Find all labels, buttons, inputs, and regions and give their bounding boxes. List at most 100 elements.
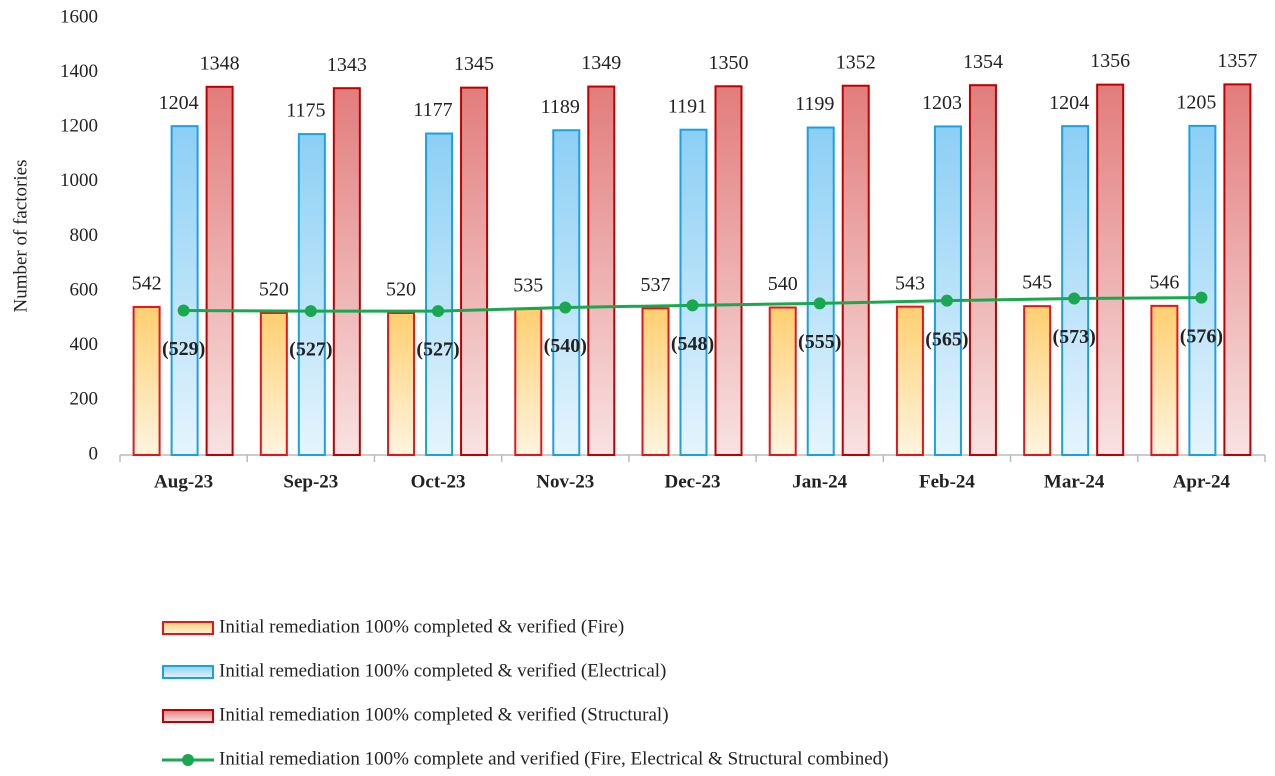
bar-value-label: 542: [132, 273, 162, 295]
x-tick-label: Jan-24: [792, 471, 847, 492]
line-value-label: (527): [289, 339, 332, 361]
legend-swatch: [182, 754, 194, 766]
bar-value-label: 535: [513, 274, 543, 296]
x-tick-label: Aug-23: [154, 471, 213, 492]
y-tick-label: 800: [70, 225, 99, 246]
line-marker: [686, 299, 699, 312]
legend-label: Initial remediation 100% complete and ve…: [219, 748, 889, 769]
bar: [768, 306, 797, 457]
bar-value-label: 1191: [668, 95, 707, 117]
bar-value-label: 520: [386, 279, 416, 301]
bar: [933, 125, 962, 456]
bar: [895, 305, 924, 456]
bar: [641, 307, 670, 456]
bar: [170, 125, 199, 456]
bar-value-label: 1203: [922, 92, 962, 114]
bar: [679, 128, 708, 456]
bar: [714, 85, 743, 456]
y-tick-label: 1000: [60, 170, 98, 191]
bar: [806, 126, 835, 456]
bar-value-label: 1352: [836, 51, 876, 73]
bar-value-label: 1177: [413, 99, 452, 121]
bar-value-label: 1354: [963, 51, 1003, 73]
legend-swatch: [162, 621, 214, 635]
bar-value-label: 1350: [709, 52, 749, 74]
line-marker: [304, 305, 317, 318]
line-value-label: (527): [416, 339, 459, 361]
bar-value-label: 1348: [200, 52, 240, 74]
line-marker: [940, 294, 953, 307]
bar: [1223, 83, 1252, 456]
y-tick-label: 600: [70, 279, 99, 300]
bar: [132, 305, 161, 456]
bar-value-label: 1343: [327, 54, 367, 76]
x-tick-label: Sep-23: [283, 471, 338, 492]
bar: [259, 311, 288, 456]
x-tick-label: Nov-23: [536, 471, 594, 492]
y-tick-label: 400: [70, 334, 99, 355]
bar-value-label: 1189: [541, 96, 580, 118]
line-value-label: (576): [1180, 325, 1223, 347]
bar-value-label: 1357: [1217, 50, 1257, 72]
bar: [1096, 83, 1125, 457]
bar-value-label: 546: [1149, 271, 1179, 293]
bar: [332, 87, 361, 457]
legend-label: Initial remediation 100% completed & ver…: [219, 660, 666, 681]
x-tick-label: Feb-24: [919, 471, 975, 492]
bar: [1150, 304, 1179, 456]
legend-label: Initial remediation 100% completed & ver…: [219, 704, 669, 725]
line-marker: [177, 304, 190, 317]
bar: [841, 84, 870, 457]
y-tick-label: 1200: [60, 116, 98, 137]
bar-value-label: 1175: [286, 100, 325, 122]
bar-value-label: 1199: [795, 93, 834, 115]
bar-value-label: 545: [1022, 272, 1052, 294]
bar-value-label: 1205: [1176, 91, 1216, 113]
legend-swatch: [162, 665, 214, 679]
line-value-label: (565): [925, 328, 968, 350]
bar-value-label: 1349: [581, 52, 621, 74]
y-tick-label: 1400: [60, 61, 98, 82]
bar: [1023, 305, 1052, 456]
bar: [1188, 124, 1217, 457]
y-axis-title: Number of factories: [10, 160, 31, 313]
bar-value-label: 540: [768, 273, 798, 295]
x-tick-label: Oct-23: [411, 471, 466, 492]
bar-value-label: 1204: [159, 92, 199, 114]
bar: [968, 84, 997, 456]
bar-value-label: 543: [895, 272, 925, 294]
line-value-label: (548): [671, 333, 714, 355]
bar: [297, 133, 326, 456]
y-tick-label: 200: [70, 389, 99, 410]
line-value-label: (573): [1053, 326, 1096, 348]
legend-swatch: [162, 709, 214, 723]
line-value-label: (540): [544, 335, 587, 357]
x-tick-label: Dec-23: [665, 471, 721, 492]
x-tick-label: Apr-24: [1173, 471, 1231, 492]
bar-value-label: 520: [259, 279, 289, 301]
bar-value-label: 1345: [454, 53, 494, 75]
bar: [514, 307, 543, 456]
bar: [205, 85, 234, 456]
bar: [387, 311, 416, 456]
bar: [460, 86, 489, 456]
x-tick-label: Mar-24: [1044, 471, 1105, 492]
bar: [552, 129, 581, 457]
bar: [587, 85, 616, 456]
line-marker: [1068, 292, 1081, 305]
line-value-label: (529): [162, 338, 205, 360]
bar-value-label: 1356: [1090, 50, 1130, 72]
bar-value-label: 1204: [1049, 92, 1089, 114]
legend-label: Initial remediation 100% completed & ver…: [219, 616, 624, 637]
bar-value-label: 537: [641, 274, 671, 296]
line-marker: [1195, 291, 1208, 304]
line-marker: [559, 301, 572, 314]
y-tick-label: 1600: [60, 6, 98, 27]
line-marker: [813, 297, 826, 310]
y-tick-label: 0: [89, 443, 99, 464]
line-marker: [432, 305, 445, 318]
bar: [425, 132, 454, 457]
line-value-label: (555): [798, 331, 841, 353]
bar: [1061, 125, 1090, 456]
